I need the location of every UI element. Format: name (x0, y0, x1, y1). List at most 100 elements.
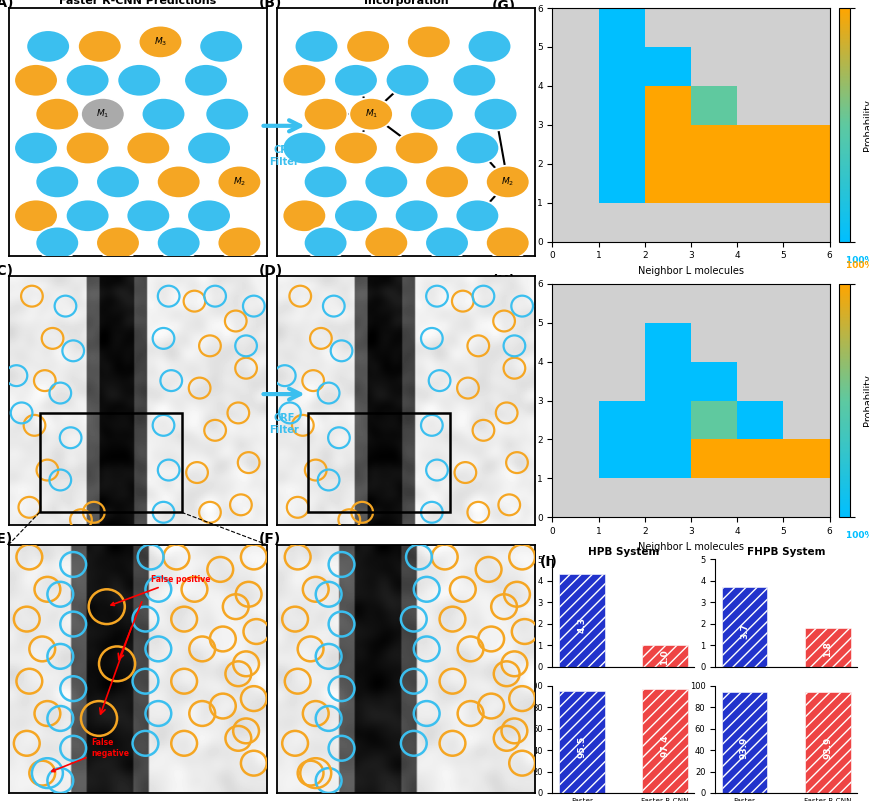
Bar (804, 692, 850, 793)
Bar (829, 440, 869, 478)
Circle shape (156, 166, 201, 198)
Circle shape (36, 166, 79, 198)
Bar (690, 86, 736, 125)
Circle shape (395, 199, 438, 232)
Circle shape (126, 131, 170, 164)
Circle shape (485, 166, 529, 198)
Y-axis label: Neighbor R molecules: Neighbor R molecules (521, 347, 531, 454)
Bar (690, 400, 736, 440)
Bar (598, 400, 644, 440)
Circle shape (282, 64, 326, 97)
Text: 3.7: 3.7 (740, 623, 748, 639)
Text: $M_2$: $M_2$ (501, 175, 514, 188)
Circle shape (452, 64, 495, 97)
Circle shape (78, 30, 122, 62)
Circle shape (14, 64, 58, 97)
Bar (644, 323, 690, 361)
Circle shape (187, 131, 230, 164)
Circle shape (485, 227, 529, 260)
Circle shape (81, 98, 124, 131)
Circle shape (303, 166, 347, 198)
Circle shape (36, 98, 79, 131)
Circle shape (295, 30, 338, 62)
Circle shape (468, 30, 511, 62)
Y-axis label: Recognition Rate/%: Recognition Rate/% (514, 700, 524, 779)
Bar (598, 440, 644, 478)
Text: (C): (C) (0, 264, 14, 278)
Text: 100% L: 100% L (846, 531, 869, 541)
Circle shape (117, 64, 161, 97)
Circle shape (217, 166, 261, 198)
Bar (736, 163, 782, 203)
Bar (644, 163, 690, 203)
Circle shape (66, 131, 109, 164)
Bar (782, 440, 829, 478)
Text: 1.8: 1.8 (822, 642, 831, 657)
Text: (B): (B) (259, 0, 282, 10)
Circle shape (126, 199, 170, 232)
Bar (598, 163, 644, 203)
Bar (644, 361, 690, 400)
Bar (644, 86, 690, 125)
Bar (40, 413, 182, 513)
Circle shape (205, 98, 249, 131)
Bar (736, 125, 782, 163)
Circle shape (334, 199, 377, 232)
Text: (H): (H) (491, 275, 515, 288)
Text: CRF
Filter: CRF Filter (269, 413, 299, 435)
Circle shape (425, 166, 468, 198)
Text: 100% L: 100% L (846, 256, 869, 264)
Circle shape (407, 26, 450, 58)
Bar (690, 440, 736, 478)
Text: 93.9: 93.9 (822, 736, 831, 759)
Title: FHPB System: FHPB System (746, 547, 825, 557)
Circle shape (199, 30, 242, 62)
Circle shape (156, 227, 201, 260)
Y-axis label: False Positive Rate/%: False Positive Rate/% (525, 570, 534, 655)
Circle shape (138, 26, 182, 58)
Circle shape (303, 227, 347, 260)
Bar (782, 163, 829, 203)
Text: $M_1$: $M_1$ (364, 108, 377, 120)
Text: 100% R: 100% R (845, 260, 869, 270)
Bar (641, 645, 687, 666)
Bar (720, 692, 766, 793)
Circle shape (96, 227, 140, 260)
Title: Domain Knowledge
Incorporation: Domain Knowledge Incorporation (346, 0, 466, 6)
Circle shape (187, 199, 230, 232)
Circle shape (96, 166, 140, 198)
Circle shape (409, 98, 453, 131)
Circle shape (455, 199, 499, 232)
Bar (644, 125, 690, 163)
Bar (736, 440, 782, 478)
Circle shape (334, 131, 377, 164)
Circle shape (425, 227, 468, 260)
Text: (F): (F) (259, 532, 281, 546)
Circle shape (217, 227, 261, 260)
Circle shape (303, 98, 347, 131)
Bar (782, 125, 829, 163)
Text: 97.4: 97.4 (660, 735, 668, 757)
Circle shape (395, 131, 438, 164)
Circle shape (282, 131, 326, 164)
Circle shape (364, 166, 408, 198)
Circle shape (66, 64, 109, 97)
Text: (D): (D) (259, 264, 283, 278)
Bar (598, 86, 644, 125)
Y-axis label: Probability: Probability (862, 375, 869, 426)
X-axis label: Neighbor L molecules: Neighbor L molecules (637, 266, 743, 276)
Circle shape (455, 131, 499, 164)
Text: $M_2$: $M_2$ (233, 175, 246, 188)
Text: 95.5: 95.5 (577, 736, 586, 758)
Title: Faster R-CNN Predictions: Faster R-CNN Predictions (59, 0, 216, 6)
Bar (644, 440, 690, 478)
Circle shape (348, 98, 393, 131)
Bar (598, 8, 644, 47)
Text: (E): (E) (0, 532, 13, 546)
Text: $M_3$: $M_3$ (154, 35, 167, 48)
Circle shape (14, 199, 58, 232)
X-axis label: Neighbor L molecules: Neighbor L molecules (637, 541, 743, 552)
Text: (A): (A) (0, 0, 14, 10)
Bar (598, 47, 644, 86)
Text: $M_1$: $M_1$ (96, 108, 109, 120)
